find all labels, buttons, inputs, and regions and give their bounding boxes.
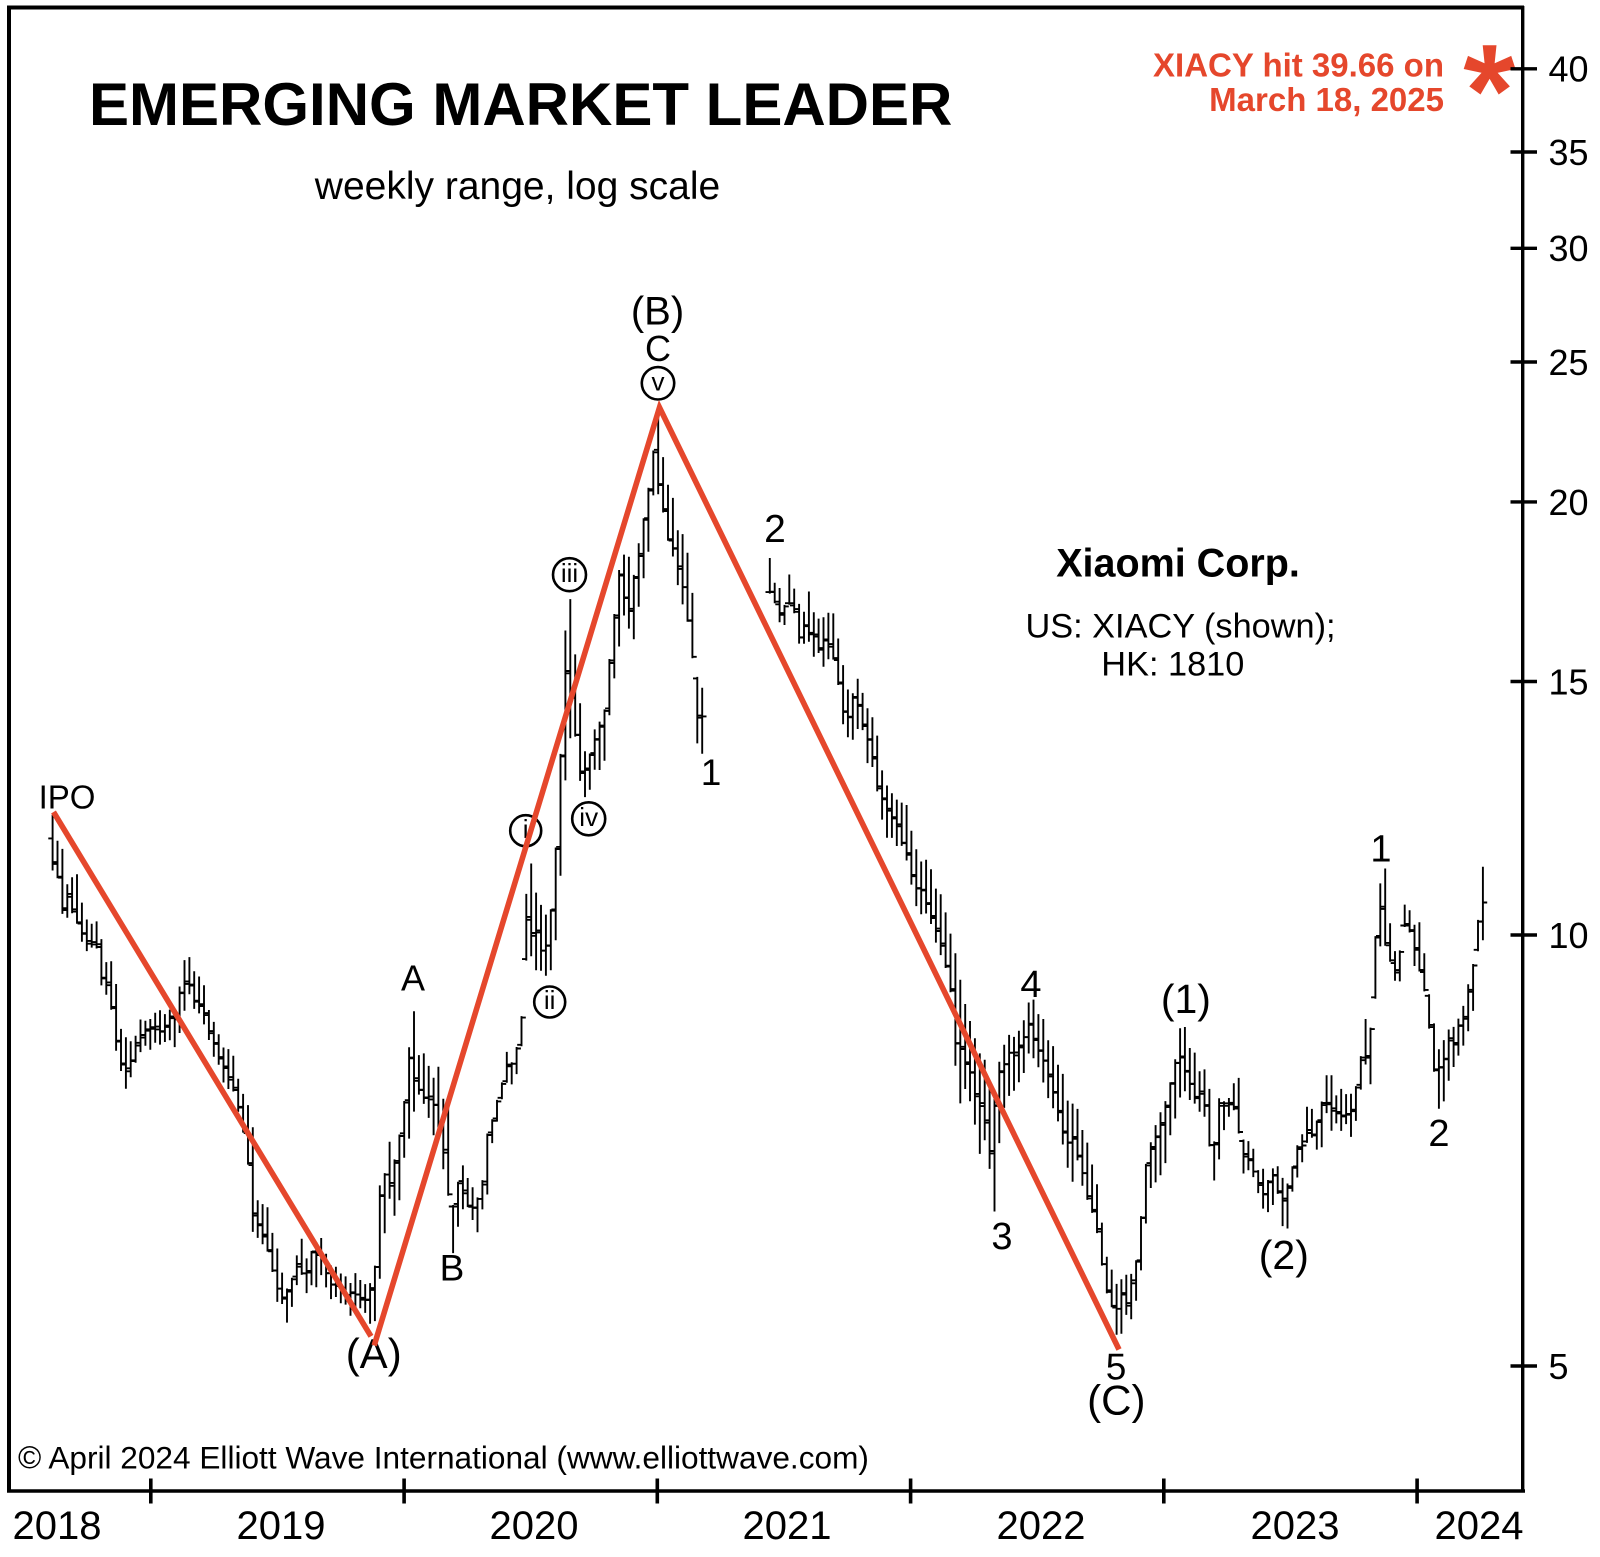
svg-text:35: 35 — [1549, 132, 1589, 173]
svg-text:A: A — [401, 958, 425, 999]
svg-text:(A): (A) — [346, 1330, 402, 1377]
svg-text:20: 20 — [1549, 482, 1589, 523]
svg-text:40: 40 — [1549, 49, 1589, 90]
svg-text:15: 15 — [1549, 661, 1589, 702]
svg-text:4: 4 — [1020, 964, 1041, 1006]
svg-text:(C): (C) — [1087, 1376, 1145, 1423]
svg-text:i: i — [523, 814, 529, 844]
svg-text:ii: ii — [544, 985, 556, 1015]
svg-text:5: 5 — [1106, 1347, 1127, 1388]
svg-text:2024: 2024 — [1435, 1504, 1524, 1548]
svg-text:2021: 2021 — [743, 1504, 832, 1548]
svg-text:IPO: IPO — [39, 778, 96, 815]
svg-text:Xiaomi Corp.: Xiaomi Corp. — [1056, 542, 1300, 586]
svg-text:5: 5 — [1549, 1346, 1569, 1387]
svg-text:1: 1 — [1370, 829, 1391, 871]
svg-text:© April 2024 Elliott Wave Inte: © April 2024 Elliott Wave International … — [18, 1440, 869, 1476]
svg-text:2022: 2022 — [997, 1504, 1086, 1548]
svg-text:(1): (1) — [1161, 976, 1211, 1022]
svg-text:2018: 2018 — [13, 1504, 102, 1548]
svg-text:2020: 2020 — [490, 1504, 579, 1548]
svg-text:3: 3 — [991, 1216, 1012, 1258]
svg-text:2: 2 — [1428, 1113, 1449, 1155]
svg-text:C: C — [645, 328, 671, 369]
svg-text:March 18, 2025: March 18, 2025 — [1209, 81, 1444, 118]
svg-text:weekly range, log scale: weekly range, log scale — [314, 165, 720, 208]
svg-text:HK: 1810: HK: 1810 — [1101, 646, 1244, 684]
svg-text:iii: iii — [561, 558, 578, 588]
svg-text:XIACY hit 39.66 on: XIACY hit 39.66 on — [1153, 47, 1444, 84]
svg-text:30: 30 — [1549, 228, 1589, 269]
svg-text:US: XIACY (shown);: US: XIACY (shown); — [1025, 608, 1335, 646]
svg-text:2023: 2023 — [1251, 1504, 1340, 1548]
svg-text:2019: 2019 — [237, 1504, 326, 1548]
svg-text:2: 2 — [764, 508, 786, 551]
svg-text:1: 1 — [701, 752, 722, 793]
svg-text:EMERGING MARKET LEADER: EMERGING MARKET LEADER — [89, 71, 952, 138]
svg-text:iv: iv — [579, 802, 598, 832]
svg-text:(B): (B) — [631, 290, 684, 334]
svg-text:(2): (2) — [1259, 1232, 1309, 1278]
svg-text:25: 25 — [1549, 342, 1589, 383]
svg-text:10: 10 — [1549, 915, 1589, 956]
svg-text:v: v — [652, 367, 665, 397]
svg-text:B: B — [440, 1247, 465, 1288]
